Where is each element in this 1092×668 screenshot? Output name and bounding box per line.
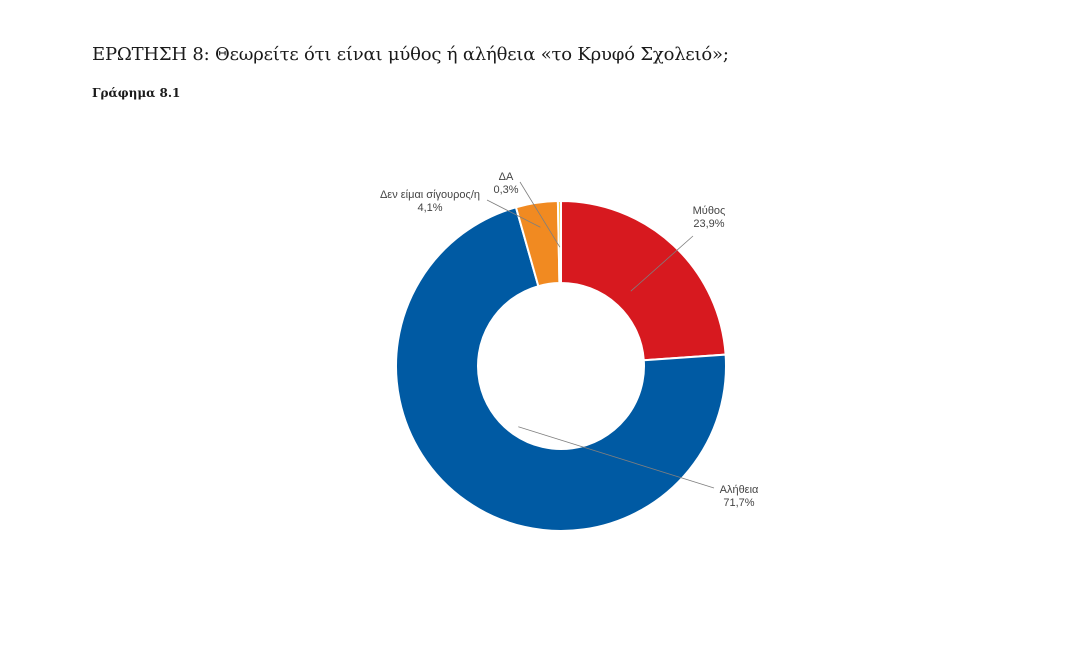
slice-name-label: Αλήθεια xyxy=(720,484,759,496)
slice-value-label: 71,7% xyxy=(723,497,754,509)
question-title: ΕΡΩΤΗΣΗ 8: Θεωρείτε ότι είναι μύθος ή αλ… xyxy=(92,44,729,65)
slice-value-label: 0,3% xyxy=(493,184,518,196)
slice-name-label: Μύθος xyxy=(693,205,726,217)
leader-line-2 xyxy=(518,426,715,489)
leader-line-3 xyxy=(486,199,541,228)
leader-line-1 xyxy=(630,235,694,292)
leader-line-4 xyxy=(519,181,561,248)
slice-name-label: Δεν είμαι σίγουρος/η xyxy=(380,189,480,201)
leader-lines xyxy=(486,181,715,489)
slice-4 xyxy=(556,199,562,285)
slice-value-label: 23,9% xyxy=(693,218,724,230)
chart-caption: Γράφημα 8.1 xyxy=(92,86,181,100)
slice-2 xyxy=(395,206,727,532)
slice-name-label: ΔΑ xyxy=(499,171,514,183)
slice-value-label: 4,1% xyxy=(417,202,442,214)
